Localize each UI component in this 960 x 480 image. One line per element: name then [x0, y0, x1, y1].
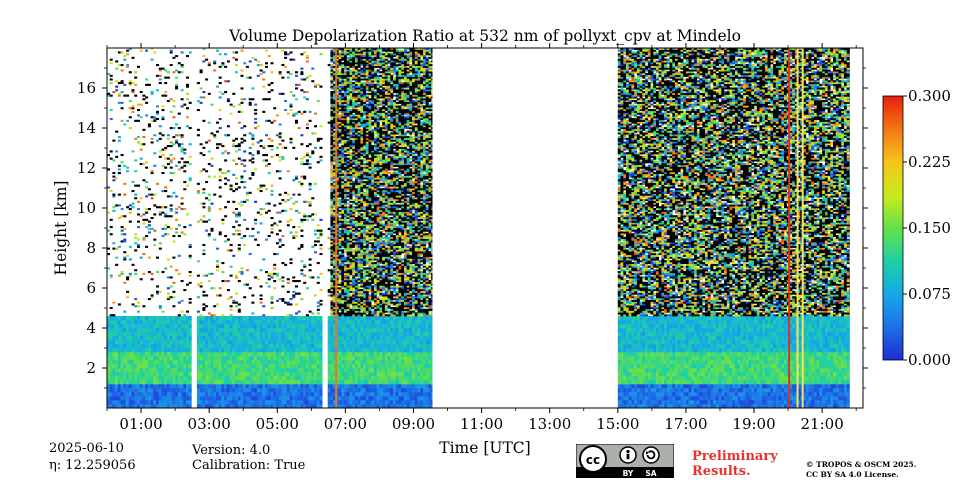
x-tick-label: 21:00 [801, 415, 844, 433]
measurement-period [617, 48, 850, 408]
x-tick-label: 13:00 [528, 415, 571, 433]
cc-icon [579, 445, 607, 473]
y-tick-label: 2 [86, 359, 96, 377]
x-tick-label: 19:00 [732, 415, 775, 433]
x-tick-label: 17:00 [664, 415, 707, 433]
y-tick-label: 14 [77, 119, 96, 137]
vertical-stripe [796, 48, 799, 408]
y-tick-label: 4 [86, 319, 96, 337]
x-tick-label: 09:00 [392, 415, 435, 433]
x-tick-label: 15:00 [596, 415, 639, 433]
x-tick-label: 03:00 [188, 415, 231, 433]
x-tick-label: 07:00 [324, 415, 367, 433]
y-tick-label: 12 [77, 159, 96, 177]
x-axis: 01:00 03:00 05:00 07:00 09:00 11:00 13:00 15:00… [106, 43, 857, 433]
measurement-period [107, 48, 433, 408]
vertical-stripe [335, 48, 338, 408]
x-tick-label: 11:00 [460, 415, 503, 433]
x-tick-label: 01:00 [119, 415, 162, 433]
colorbar-ticks: 0.000 0.075 0.150 0.225 0.300 [903, 87, 951, 369]
calibration-label: Calibration: True [192, 458, 305, 473]
preliminary-notice: Preliminary [692, 449, 778, 464]
license-notice: CC BY SA 4.0 License. [806, 470, 899, 479]
y-axis-label: Height [km] [52, 181, 70, 276]
eta-value: η: 12.259056 [49, 458, 136, 473]
heatmap [107, 48, 850, 408]
y-axis: 2 4 6 8 10 12 14 16 [77, 67, 868, 389]
measurement-date: 2025-06-10 [49, 441, 124, 456]
colorbar-tick-label: 0.075 [908, 285, 951, 303]
share-alike-icon [642, 446, 660, 464]
colorbar [882, 95, 904, 361]
y-tick-label: 6 [86, 279, 96, 297]
version-label: Version: 4.0 [192, 443, 270, 458]
colorbar-tick-label: 0.300 [908, 87, 951, 105]
vertical-stripe [788, 48, 791, 408]
colorbar-tick-label: 0.225 [908, 153, 951, 171]
colorbar-tick-label: 0.150 [908, 219, 951, 237]
colorbar-tick-label: 0.000 [908, 351, 951, 369]
vertical-stripe [801, 48, 804, 408]
y-tick-label: 16 [77, 79, 96, 97]
copyright-notice: © TROPOS & OSCM 2025. [806, 460, 916, 469]
chart-title: Volume Depolarization Ratio at 532 nm of… [228, 27, 741, 45]
x-tick-label: 05:00 [256, 415, 299, 433]
cc-by-sa-badge[interactable]: cc BY SA [576, 444, 674, 478]
y-tick-label: 8 [86, 239, 96, 257]
x-axis-label: Time [UTC] [439, 439, 530, 457]
preliminary-notice-results: Results. [692, 464, 751, 479]
y-tick-label: 10 [77, 199, 96, 217]
